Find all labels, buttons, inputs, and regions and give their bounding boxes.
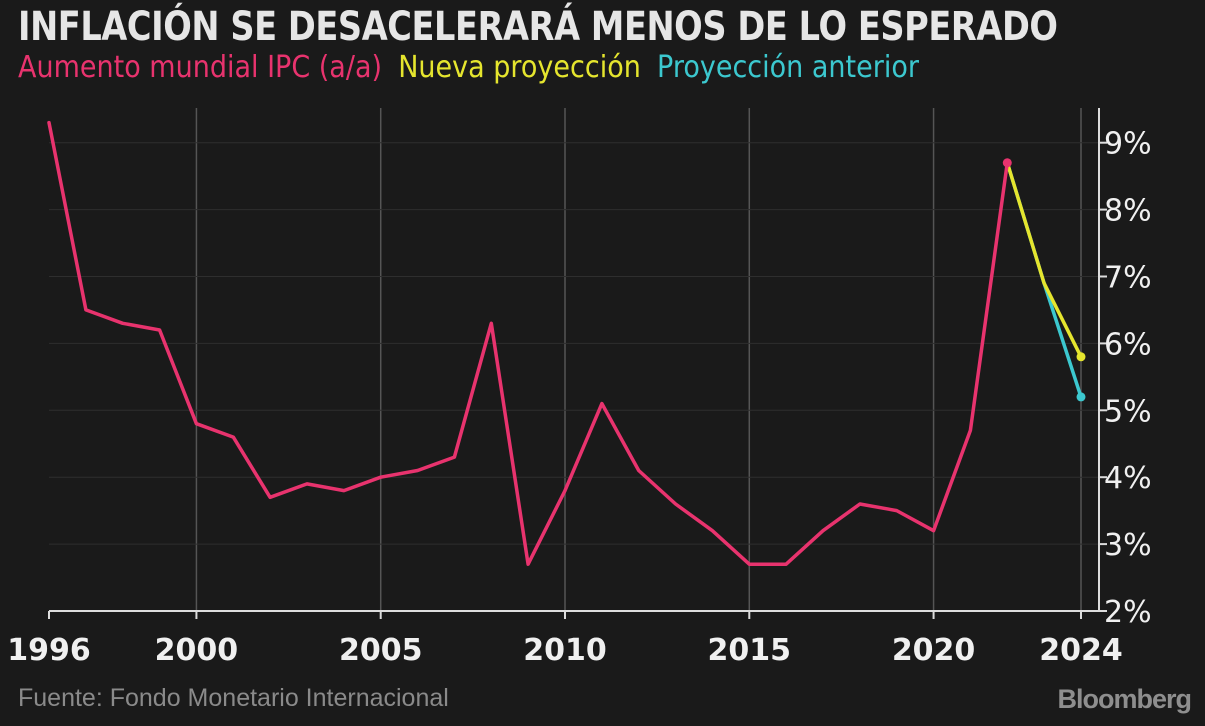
xtick-label-2010: 2010 [523, 633, 607, 668]
xtick-label-2005: 2005 [339, 633, 423, 668]
ytick-label-5: 5% [1104, 394, 1152, 429]
series-line-1 [1005, 161, 1083, 359]
endpoint-markers [1002, 158, 1086, 402]
chart-title: INFLACIÓN SE DESACELERARÁ MENOS DE LO ES… [18, 4, 1058, 50]
xtick-label-2024: 2024 [1039, 633, 1123, 668]
legend: Aumento mundial IPC (a/a) Nueva proyecció… [18, 50, 935, 85]
ytick-label-9: 9% [1104, 127, 1152, 162]
legend-item-anterior: Proyección anterior [657, 50, 919, 85]
marker-anterior-2024 [1076, 392, 1086, 402]
xtick-label-1996: 1996 [7, 633, 91, 668]
series-lines [47, 120, 1083, 566]
xtick-label-2015: 2015 [708, 633, 792, 668]
ytick-label-8: 8% [1104, 194, 1152, 229]
ytick-label-7: 7% [1104, 261, 1152, 296]
ytick-label-3: 3% [1104, 528, 1152, 563]
ytick-label-2: 2% [1104, 595, 1152, 630]
brand-logo: Bloomberg [1057, 684, 1192, 714]
series-line-0 [47, 120, 1010, 566]
source-note: Fuente: Fondo Monetario Internacional [18, 684, 449, 712]
axes [48, 108, 1107, 619]
ytick-label-6: 6% [1104, 327, 1152, 362]
xtick-label-2020: 2020 [892, 633, 976, 668]
ytick-label-4: 4% [1104, 461, 1152, 496]
legend-item-nueva: Nueva proyección [398, 50, 641, 85]
marker-ipc-2022 [1002, 158, 1012, 168]
marker-nueva-2024 [1076, 352, 1086, 362]
gridlines [49, 108, 1099, 611]
xtick-label-2000: 2000 [155, 633, 239, 668]
legend-item-ipc: Aumento mundial IPC (a/a) [18, 50, 383, 85]
